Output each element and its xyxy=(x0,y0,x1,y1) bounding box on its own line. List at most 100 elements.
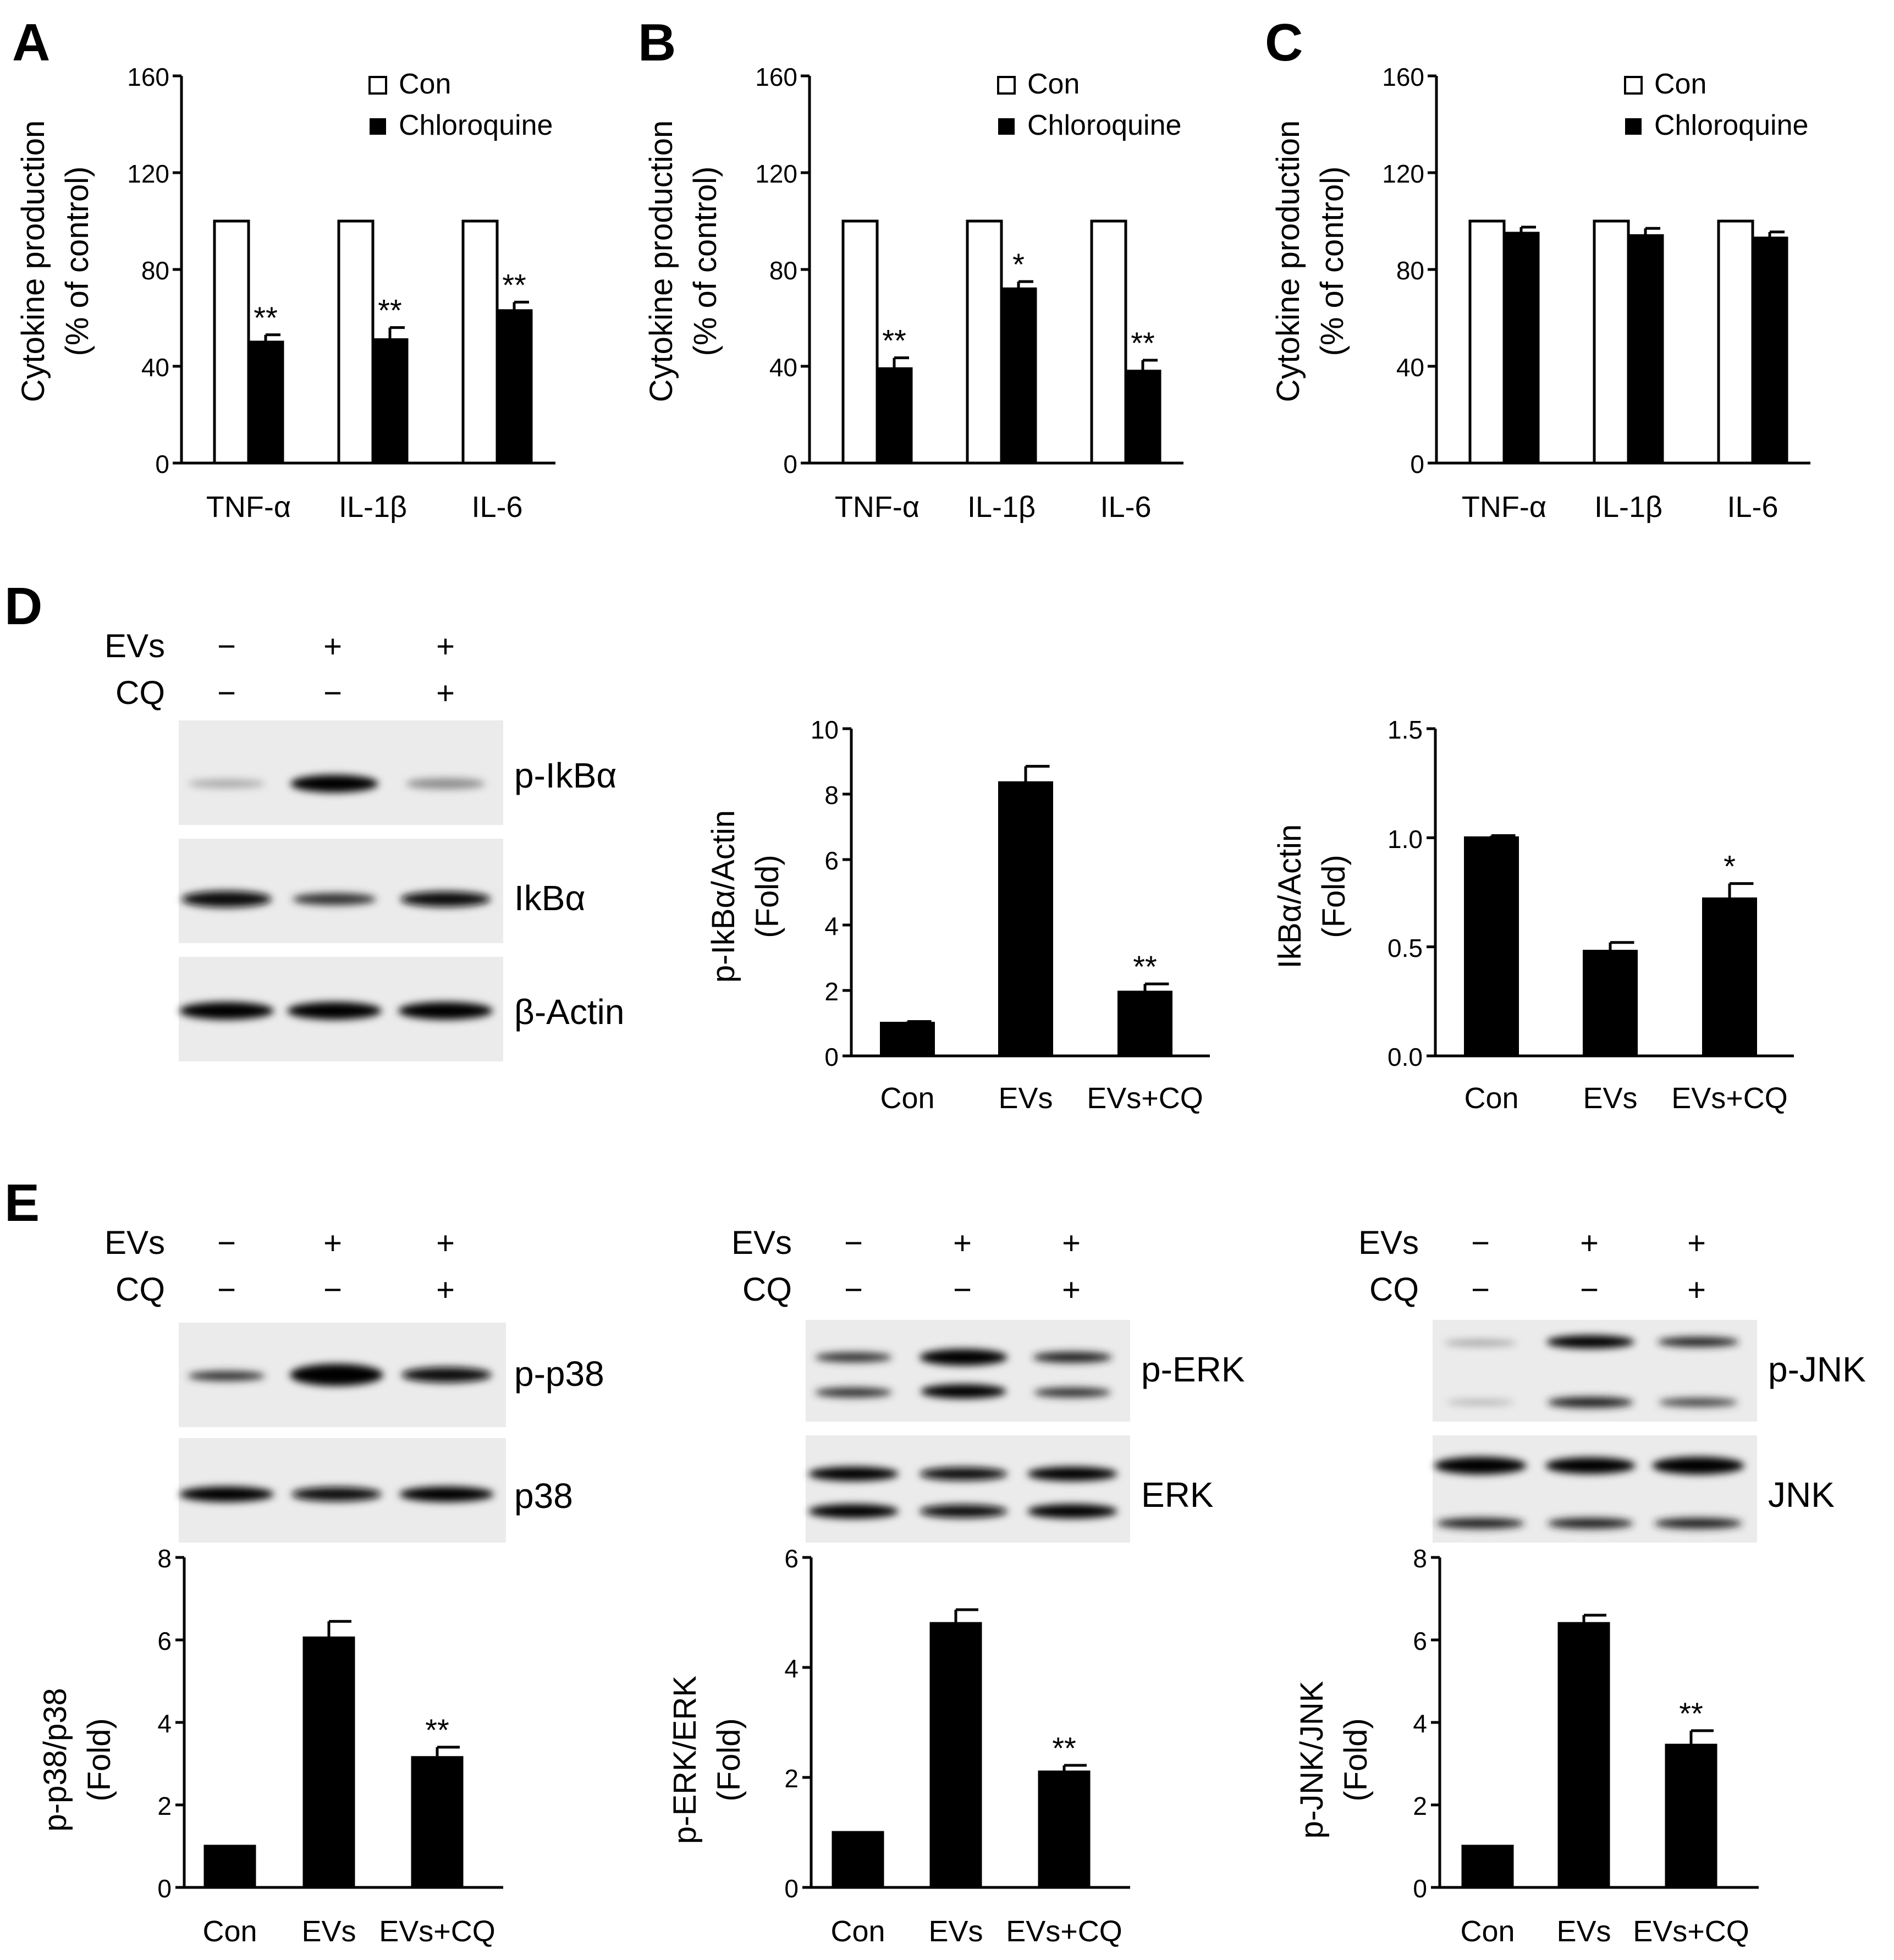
chart-b-legend-con: Con xyxy=(1027,68,1080,100)
chart-e3-bar-3 xyxy=(1665,1743,1717,1889)
blot-e-p38: EVs CQ − + + − − + p-p38 p38 xyxy=(104,1224,604,1543)
blot-e-band-erk-3b xyxy=(1027,1504,1117,1518)
chart-d2-ytick-2: 1.0 xyxy=(1388,825,1423,854)
chart-d1-xtick-3: EVs+CQ xyxy=(1087,1082,1203,1115)
blot-e-label-erk: ERK xyxy=(1141,1475,1214,1515)
chart-b-bar-cq-2-significance: * xyxy=(1012,247,1025,282)
chart-b-legend-cq: Chloroquine xyxy=(1027,109,1181,141)
chart-d2-bars: * xyxy=(1464,834,1757,1058)
chart-c-xtick-1: TNF-α xyxy=(1462,491,1546,524)
chart-a-bar-con-3 xyxy=(461,219,499,465)
chart-d2-ylabel-line2: (Fold) xyxy=(1316,855,1352,938)
chart-b-ylabel-line2: (% of control) xyxy=(687,167,723,356)
blot-e-band-jnk-2a xyxy=(1545,1457,1636,1474)
chart-b-xtick-1: TNF-α xyxy=(835,491,920,524)
blot-e-erk-cq-label: CQ xyxy=(742,1271,792,1308)
chart-a-bar-cq-2-significance: ** xyxy=(378,293,402,328)
chart-b-ytick-4: 160 xyxy=(755,63,797,91)
blot-e-band-p38-2 xyxy=(291,1487,382,1501)
blot-e-p38-cq-sign-1: − xyxy=(217,1272,236,1308)
chart-b-legend-swatch-con xyxy=(997,76,1016,95)
chart-d1-ytick-5: 10 xyxy=(811,715,839,744)
chart-b-bars: ***** xyxy=(841,219,1161,465)
chart-e3-ytick-3: 6 xyxy=(1413,1627,1427,1655)
chart-b-xtick-2: IL-1β xyxy=(967,491,1036,524)
chart-a-bar-cq-1 xyxy=(247,340,284,465)
chart-c-ytick-0: 0 xyxy=(1410,450,1424,478)
chart-c-ylabel-line2: (% of control) xyxy=(1314,167,1350,356)
chart-d1-xtick-1: Con xyxy=(880,1082,934,1115)
blot-d-cq-sign-2: − xyxy=(323,675,342,711)
blot-e-p38-cq-label: CQ xyxy=(115,1271,165,1308)
chart-e1-xtick-3: EVs+CQ xyxy=(379,1915,495,1948)
blot-e-label-perk: p-ERK xyxy=(1141,1350,1245,1389)
chart-d1-bar-2 xyxy=(998,781,1053,1058)
chart-e1-bar-3-significance: ** xyxy=(425,1713,449,1747)
blot-e-band-pjnk-2c xyxy=(1548,1397,1633,1408)
chart-e2-ytick-1: 2 xyxy=(784,1764,799,1793)
blot-e-erk-cq-sign-3: + xyxy=(1062,1272,1081,1308)
chart-e2-bar-3 xyxy=(1038,1770,1091,1889)
chart-d1-ytick-2: 4 xyxy=(824,912,839,940)
chart-b-bar-con-2 xyxy=(966,219,1003,465)
chart-c-bar-cq-3 xyxy=(1751,236,1788,465)
chart-a-bar-cq-1-significance: ** xyxy=(254,300,278,335)
chart-b-xtick-3: IL-6 xyxy=(1100,491,1151,524)
chart-e1-ytick-0: 0 xyxy=(157,1874,172,1903)
blot-e-band-pjnk-2a xyxy=(1546,1335,1634,1348)
chart-d2-bar-3 xyxy=(1702,897,1757,1058)
blot-e-band-jnk-3a xyxy=(1652,1457,1744,1474)
chart-a: ** ** ** Cytokine production (% of control… xyxy=(15,63,555,524)
chart-e2-bars: ** xyxy=(832,1608,1091,1889)
chart-e2-xtick-1: Con xyxy=(830,1915,885,1948)
chart-d2-bar-1 xyxy=(1464,836,1519,1058)
blot-e-band-jnk-1a xyxy=(1434,1457,1527,1474)
chart-c-legend-cq: Chloroquine xyxy=(1654,109,1808,141)
chart-c-legend-swatch-con xyxy=(1624,76,1643,95)
blot-e-jnk-cq-label: CQ xyxy=(1369,1271,1419,1308)
blot-e-band-perk-2a xyxy=(920,1349,1007,1366)
chart-b-bar-con-3 xyxy=(1090,219,1127,465)
chart-c-bar-con-3 xyxy=(1717,219,1754,465)
blot-e-p38-evs-sign-3: + xyxy=(436,1225,455,1261)
chart-e3-bar-3-significance: ** xyxy=(1679,1696,1703,1731)
blot-e-label-pjnk: p-JNK xyxy=(1768,1350,1866,1389)
chart-a-ytick-3: 120 xyxy=(127,159,169,188)
chart-c-ytick-2: 80 xyxy=(1396,256,1424,285)
blot-e-band-jnk-2b xyxy=(1548,1518,1633,1529)
chart-d1-xtick-2: EVs xyxy=(998,1082,1053,1115)
chart-b-bar-cq-2 xyxy=(1000,287,1037,465)
blot-d-band-ikb-3 xyxy=(400,891,491,907)
chart-d1: ** p-IkBα/Actin (Fold) Con EVs EVs+CQ 0 … xyxy=(706,715,1210,1115)
blot-e-band-erk-2a xyxy=(920,1467,1007,1480)
blot-e-p38-evs-label: EVs xyxy=(104,1224,165,1261)
chart-e3-ytick-1: 2 xyxy=(1413,1792,1427,1820)
chart-e3-bar-1 xyxy=(1461,1845,1514,1889)
chart-b-bar-cq-3-significance: ** xyxy=(1131,326,1155,360)
chart-a-bar-cq-3-significance: ** xyxy=(502,267,526,302)
chart-b-bar-cq-1-significance: ** xyxy=(882,323,906,358)
blot-d-evs-label: EVs xyxy=(104,627,165,664)
blot-e-erk-evs-sign-1: − xyxy=(844,1225,863,1261)
blot-e-band-erk-1b xyxy=(808,1504,899,1518)
chart-e3-xtick-3: EVs+CQ xyxy=(1633,1915,1749,1948)
blot-e-erk-evs-sign-2: + xyxy=(953,1225,972,1261)
blot-d-evs-sign-3: + xyxy=(436,629,455,664)
blot-e-jnk-evs-sign-1: − xyxy=(1471,1225,1490,1261)
chart-a-legend-swatch-cq xyxy=(370,118,386,135)
chart-e3-xtick-2: EVs xyxy=(1556,1915,1611,1948)
blot-e-band-pp38-3 xyxy=(401,1367,492,1383)
blot-d-label-actin: β-Actin xyxy=(514,992,624,1032)
chart-d2-xtick-3: EVs+CQ xyxy=(1671,1082,1788,1115)
blot-e-p38-cq-sign-2: − xyxy=(323,1272,342,1308)
chart-e1-bar-2 xyxy=(302,1636,355,1889)
blot-e-jnk-evs-sign-2: + xyxy=(1580,1225,1599,1261)
blot-e-p38-evs-sign-1: − xyxy=(217,1225,236,1261)
chart-e2-xtick-3: EVs+CQ xyxy=(1006,1915,1122,1948)
blot-d-cq-sign-1: − xyxy=(217,675,236,711)
chart-e3-xtick-1: Con xyxy=(1460,1915,1515,1948)
blot-e-band-perk-1a xyxy=(815,1352,892,1362)
blot-e-band-erk-2b xyxy=(920,1505,1007,1518)
chart-e3-ylabel-line2: (Fold) xyxy=(1338,1718,1374,1801)
